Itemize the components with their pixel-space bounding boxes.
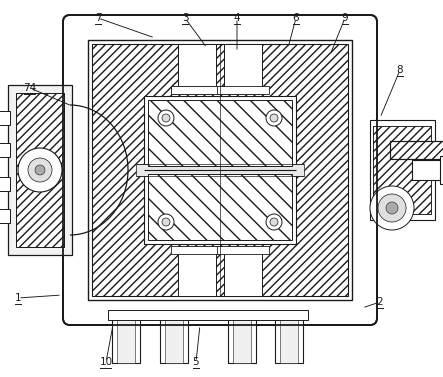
Bar: [148, 100, 292, 166]
Bar: [171, 86, 223, 94]
Circle shape: [28, 158, 52, 182]
Circle shape: [162, 218, 170, 226]
Bar: [390, 141, 443, 159]
Bar: [108, 310, 308, 320]
Bar: [390, 141, 443, 159]
Circle shape: [270, 114, 278, 122]
Bar: [148, 174, 292, 240]
Bar: [224, 44, 262, 94]
FancyBboxPatch shape: [63, 15, 377, 325]
Bar: [275, 318, 303, 363]
Circle shape: [35, 165, 45, 175]
Bar: [178, 246, 216, 296]
Circle shape: [162, 114, 170, 122]
Bar: [16, 93, 64, 247]
Bar: [217, 246, 269, 254]
Text: 3: 3: [182, 13, 188, 23]
Text: 1: 1: [15, 293, 21, 303]
Bar: [0, 111, 10, 125]
Bar: [136, 164, 304, 176]
Circle shape: [270, 218, 278, 226]
Circle shape: [266, 110, 282, 126]
Bar: [370, 120, 435, 220]
Text: 8: 8: [396, 65, 403, 75]
Bar: [0, 209, 10, 223]
Bar: [228, 318, 256, 363]
Bar: [112, 318, 140, 363]
Bar: [171, 246, 223, 254]
Bar: [224, 246, 262, 296]
Bar: [165, 318, 183, 363]
Bar: [117, 318, 135, 363]
Circle shape: [18, 148, 62, 192]
Circle shape: [158, 214, 174, 230]
Circle shape: [378, 194, 406, 222]
Bar: [373, 126, 431, 214]
Bar: [8, 85, 72, 255]
Text: 4: 4: [234, 13, 240, 23]
Bar: [0, 143, 10, 157]
Bar: [412, 160, 442, 180]
Text: 2: 2: [377, 297, 383, 307]
Bar: [178, 44, 216, 94]
Bar: [217, 86, 269, 94]
Bar: [233, 318, 251, 363]
Text: 9: 9: [342, 13, 348, 23]
Bar: [144, 96, 296, 244]
Bar: [16, 93, 64, 247]
Bar: [0, 177, 10, 191]
Circle shape: [158, 110, 174, 126]
Bar: [171, 86, 223, 94]
Text: 5: 5: [193, 357, 199, 367]
Bar: [92, 44, 348, 296]
Text: 10: 10: [99, 357, 113, 367]
Text: 74: 74: [23, 83, 37, 93]
Text: 7: 7: [95, 13, 101, 23]
Bar: [440, 156, 443, 184]
Bar: [373, 126, 431, 214]
Bar: [280, 318, 298, 363]
Circle shape: [266, 214, 282, 230]
Bar: [160, 318, 188, 363]
Bar: [88, 40, 352, 300]
Text: 6: 6: [293, 13, 299, 23]
Circle shape: [370, 186, 414, 230]
Bar: [88, 40, 352, 300]
Circle shape: [386, 202, 398, 214]
